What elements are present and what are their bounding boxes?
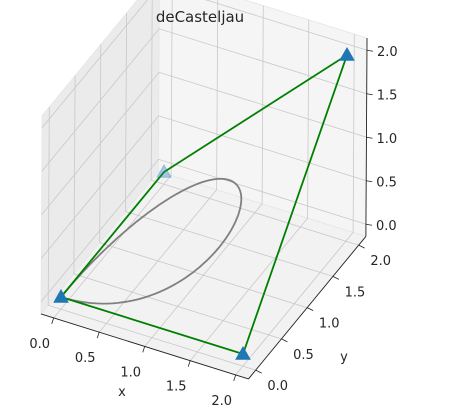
z-tick-mark <box>366 93 373 96</box>
x-tick-label: 1.5 <box>166 380 187 395</box>
data-series <box>53 46 355 360</box>
control-point-marker <box>53 288 69 303</box>
x-grid-line <box>144 5 264 347</box>
bezier-curve <box>60 177 243 305</box>
x-grid-line <box>98 0 219 333</box>
x-tick-label: 0.0 <box>29 337 50 352</box>
x-tick-mark <box>96 332 100 339</box>
control-point-marker <box>156 163 172 178</box>
x-grid-line <box>235 34 355 376</box>
y-grid-line <box>73 75 282 340</box>
x-tick-label: 2.0 <box>211 394 232 409</box>
chart-title: deCasteljau <box>156 8 244 26</box>
y-tick-label: 0.0 <box>267 379 288 394</box>
z-tick-mark <box>366 180 373 183</box>
x-tick-mark <box>187 360 191 367</box>
z-grid-line <box>41 71 367 216</box>
control-point-marker <box>339 46 355 61</box>
y-tick-label: 1.5 <box>345 285 366 300</box>
x-axis-label: x <box>118 385 126 400</box>
y-grid-line <box>47 106 256 371</box>
y-grid-line <box>124 13 334 277</box>
z-grid-line <box>40 115 367 259</box>
z-tick-mark <box>365 223 373 226</box>
y-grid-line <box>99 44 308 309</box>
y-tick-mark <box>332 276 340 280</box>
y-tick-label: 1.0 <box>319 317 340 332</box>
z-tick-mark <box>366 49 374 52</box>
x-tick-label: 0.5 <box>75 351 96 366</box>
z-tick-mark <box>366 136 373 139</box>
y-grid-line <box>150 0 359 246</box>
grid-lines <box>40 0 368 376</box>
x-tick-label: 1.0 <box>120 365 141 380</box>
y-tick-mark <box>281 338 288 343</box>
y-tick-label: 0.5 <box>293 348 314 363</box>
z-grid-line <box>41 28 367 172</box>
control-point-marker <box>235 345 251 360</box>
z-tick-label: 0.0 <box>376 219 397 234</box>
x-tick-mark <box>142 346 146 353</box>
z-tick-label: 1.5 <box>377 89 398 104</box>
y-axis-label: y <box>340 350 348 365</box>
z-tick-label: 1.0 <box>376 132 397 147</box>
y-tick-mark <box>306 307 314 312</box>
y-tick-label: 2.0 <box>370 254 391 269</box>
x-tick-mark <box>51 317 55 325</box>
x-grid-line <box>53 0 173 319</box>
y-tick-mark <box>255 369 262 374</box>
z-grid-line <box>40 158 367 303</box>
z-grid-line <box>41 0 368 129</box>
y-tick-mark <box>358 244 365 249</box>
x-tick-mark <box>233 374 237 382</box>
z-tick-label: 2.0 <box>377 45 398 60</box>
x-grid-line <box>189 19 310 361</box>
z-tick-label: 0.5 <box>376 176 397 191</box>
tick-labels: 0.0 0.5 1.0 1.5 2.0 0.0 0.5 1.0 1.5 2.0 0.0 0.5 1.0 1… <box>29 45 397 409</box>
